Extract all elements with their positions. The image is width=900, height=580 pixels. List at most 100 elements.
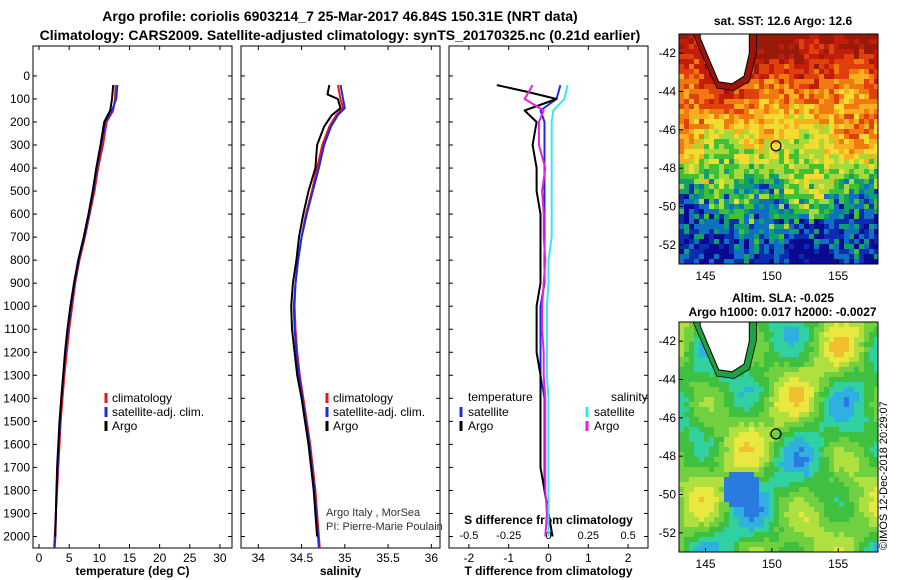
map-cell xyxy=(714,487,720,493)
map-cell xyxy=(694,199,700,205)
map-cell xyxy=(729,159,735,165)
map-cell xyxy=(684,189,690,195)
map-cell xyxy=(689,134,695,140)
map-cell xyxy=(874,54,878,60)
map-cell xyxy=(714,452,720,458)
map-cell xyxy=(804,427,810,433)
map-cell xyxy=(714,229,720,235)
map-cell xyxy=(739,457,745,463)
map-cell xyxy=(764,392,770,398)
map-cell xyxy=(774,332,780,338)
map-cell xyxy=(729,472,735,478)
map-cell xyxy=(789,149,795,155)
map-cell xyxy=(784,332,790,338)
map-cell xyxy=(714,432,720,438)
map-cell xyxy=(859,417,865,423)
map-cell xyxy=(774,219,780,225)
map-cell xyxy=(854,214,860,220)
map-cell xyxy=(864,482,870,488)
map-cell xyxy=(819,249,825,255)
map-cell xyxy=(799,427,805,433)
map-cell xyxy=(794,522,800,528)
map-cell xyxy=(739,234,745,240)
map-cell xyxy=(844,189,850,195)
top-tick-label: 0.5 xyxy=(620,530,635,542)
map-cell xyxy=(769,487,775,493)
map-cell xyxy=(679,189,685,195)
map-cell xyxy=(829,347,835,353)
map-cell xyxy=(739,427,745,433)
map-cell xyxy=(794,124,800,130)
map-cell xyxy=(754,447,760,453)
map-cell xyxy=(854,392,860,398)
map-cell xyxy=(729,104,735,110)
map-cell xyxy=(769,502,775,508)
map-cell xyxy=(789,462,795,468)
map-cell xyxy=(814,209,820,215)
map-cell xyxy=(784,34,790,40)
map-cell xyxy=(759,229,765,235)
map-cell xyxy=(719,119,725,125)
map-cell xyxy=(799,332,805,338)
map-cell xyxy=(819,64,825,70)
map-cell xyxy=(869,527,875,533)
map-cell xyxy=(874,49,878,55)
map-cell xyxy=(704,472,710,478)
map-cell xyxy=(809,184,815,190)
map-cell xyxy=(779,214,785,220)
map-cell xyxy=(744,372,750,378)
map-cell xyxy=(759,129,765,135)
map-cell xyxy=(874,397,878,403)
map-cell xyxy=(769,194,775,200)
map-cell xyxy=(809,512,815,518)
map-cell xyxy=(729,154,735,160)
map-cell xyxy=(824,99,830,105)
map-cell xyxy=(864,397,870,403)
map-cell xyxy=(834,547,840,552)
map-cell xyxy=(844,512,850,518)
map-cell xyxy=(874,164,878,170)
map-cell xyxy=(709,437,715,443)
map-cell xyxy=(859,507,865,513)
map-cell xyxy=(804,119,810,125)
map-cell xyxy=(779,397,785,403)
map-cell xyxy=(799,407,805,413)
depth-tick-label: 400 xyxy=(10,161,30,175)
map-cell xyxy=(849,59,855,65)
map-cell xyxy=(784,497,790,503)
x-tick-label: 35 xyxy=(338,551,352,565)
map-cell xyxy=(679,184,685,190)
map-cell xyxy=(699,154,705,160)
map-cell xyxy=(774,69,780,75)
map-cell xyxy=(679,149,685,155)
map-cell xyxy=(789,169,795,175)
map-cell xyxy=(809,109,815,115)
map-cell xyxy=(824,89,830,95)
map-cell xyxy=(769,427,775,433)
map-cell xyxy=(694,362,700,368)
map-cell xyxy=(794,224,800,230)
map-cell xyxy=(834,402,840,408)
map-cell xyxy=(839,154,845,160)
map-cell xyxy=(679,69,685,75)
map-cell xyxy=(864,59,870,65)
map-cell xyxy=(864,84,870,90)
map-cell xyxy=(709,462,715,468)
map-cell xyxy=(804,34,810,40)
map-cell xyxy=(744,119,750,125)
map-cell xyxy=(804,44,810,50)
map-cell xyxy=(684,547,690,552)
map-cell xyxy=(839,357,845,363)
map-cell xyxy=(799,169,805,175)
map-cell xyxy=(739,507,745,513)
map-cell xyxy=(829,129,835,135)
map-cell xyxy=(829,54,835,60)
map-cell xyxy=(754,199,760,205)
map-cell xyxy=(874,377,878,383)
map-cell xyxy=(774,44,780,50)
map-cell xyxy=(704,387,710,393)
map-cell xyxy=(864,422,870,428)
map-cell xyxy=(794,337,800,343)
map-cell xyxy=(834,199,840,205)
map-cell xyxy=(849,174,855,180)
